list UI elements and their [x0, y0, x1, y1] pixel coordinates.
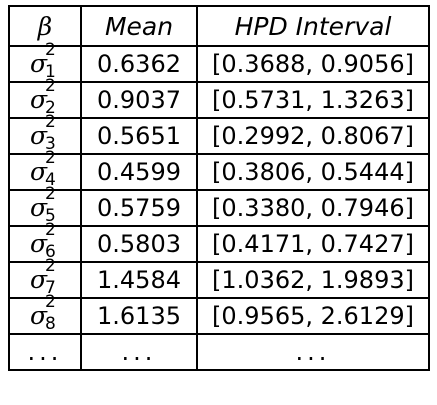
hpd-interval-cell: [0.9565, 2.6129]	[196, 297, 430, 335]
mean-cell: 0.9037	[80, 81, 198, 119]
symbol-superscript: 2	[44, 112, 56, 132]
mean-cell: 0.5759	[80, 189, 198, 227]
table-row: σ 2 3 0.5651 [0.2992, 0.8067]	[8, 114, 430, 155]
symbol-base: σ	[29, 229, 48, 258]
symbol-base: σ	[29, 157, 48, 186]
header-row: β Mean HPD Interval	[8, 5, 430, 47]
symbol-subscript: 6	[44, 242, 56, 262]
hpd-interval-cell: [0.5731, 1.3263]	[196, 81, 430, 119]
table-row: σ 2 1 0.6362 [0.3688, 0.9056]	[8, 42, 430, 83]
mean-cell: 0.6362	[80, 45, 198, 83]
mean-cell: 1.6135	[80, 297, 198, 335]
header-beta: β	[8, 5, 82, 47]
hpd-interval-cell: [1.0362, 1.9893]	[196, 261, 430, 299]
symbol-superscript: 2	[44, 256, 56, 276]
mean-cell: 0.5803	[80, 225, 198, 263]
table-row: σ 2 8 1.6135 [0.9565, 2.6129]	[8, 294, 430, 335]
table-row: σ 2 7 1.4584 [1.0362, 1.9893]	[8, 258, 430, 299]
ellipsis-cell: ...	[196, 333, 430, 371]
table-row: σ 2 4 0.4599 [0.3806, 0.5444]	[8, 150, 430, 191]
ellipsis-row: .........	[8, 333, 430, 371]
symbol-subscript: 1	[44, 62, 56, 82]
symbol-base: σ	[29, 121, 48, 150]
symbol-subscript: 7	[44, 278, 56, 298]
table-row: σ 2 2 0.9037 [0.5731, 1.3263]	[8, 78, 430, 119]
table-row: σ 2 6 0.5803 [0.4171, 0.7427]	[8, 222, 430, 263]
ellipsis-cell: ...	[8, 333, 82, 371]
symbol-subscript: 8	[44, 314, 56, 334]
symbol-superscript: 2	[44, 184, 56, 204]
symbol-base: σ	[29, 193, 48, 222]
hpd-interval-cell: [0.4171, 0.7427]	[196, 225, 430, 263]
symbol-base: σ	[29, 301, 48, 330]
hpd-interval-cell: [0.3380, 0.7946]	[196, 189, 430, 227]
symbol-superscript: 2	[44, 76, 56, 96]
symbol-subscript: 3	[44, 134, 56, 154]
table-body: σ 2 1 0.6362 [0.3688, 0.9056] σ 2 2 0.9037 [0.573…	[8, 42, 430, 371]
hpd-table: β Mean HPD Interval σ 2 1 0.6362 [0.3688, 0.…	[8, 5, 430, 371]
symbol-base: σ	[29, 265, 48, 294]
ellipsis-cell: ...	[80, 333, 198, 371]
header-mean: Mean	[80, 5, 198, 47]
symbol-superscript: 2	[44, 40, 56, 60]
symbol-base: σ	[29, 49, 48, 78]
hpd-interval-cell: [0.3688, 0.9056]	[196, 45, 430, 83]
symbol-base: σ	[29, 85, 48, 114]
table-row: σ 2 5 0.5759 [0.3380, 0.7946]	[8, 186, 430, 227]
symbol-subscript: 4	[44, 170, 56, 190]
symbol-superscript: 2	[44, 148, 56, 168]
symbol-subscript: 5	[44, 206, 56, 226]
mean-cell: 0.4599	[80, 153, 198, 191]
symbol-subscript: 2	[44, 98, 56, 118]
header-hpd-interval: HPD Interval	[196, 5, 430, 47]
hpd-interval-cell: [0.3806, 0.5444]	[196, 153, 430, 191]
symbol-superscript: 2	[44, 220, 56, 240]
hpd-interval-cell: [0.2992, 0.8067]	[196, 117, 430, 155]
mean-cell: 0.5651	[80, 117, 198, 155]
mean-cell: 1.4584	[80, 261, 198, 299]
symbol-superscript: 2	[44, 292, 56, 312]
